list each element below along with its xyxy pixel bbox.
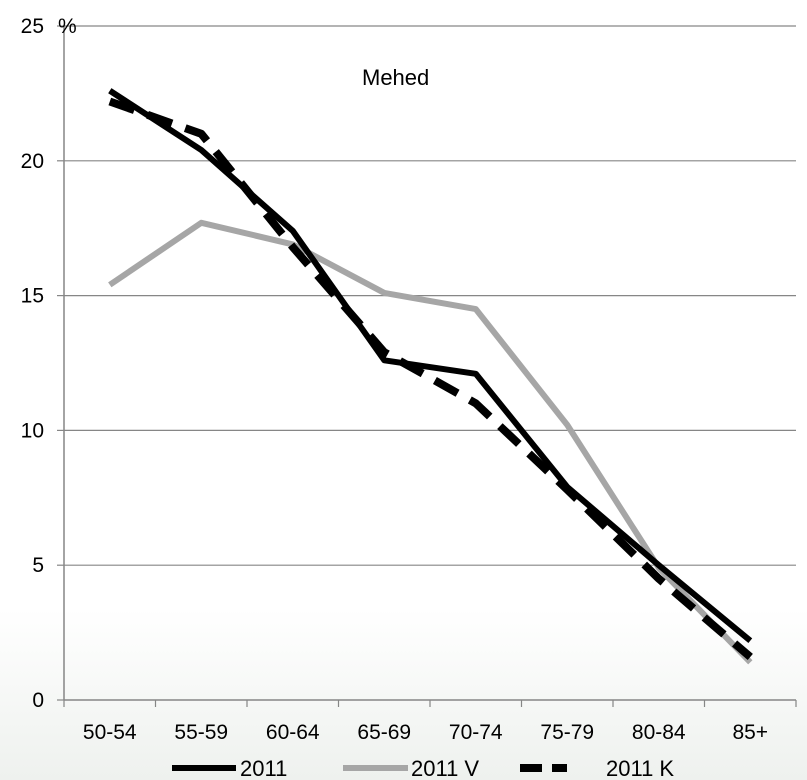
series-line-2011-k (108, 97, 753, 660)
series-line-2011 (108, 88, 753, 644)
y-tick-label: 10 (21, 419, 44, 442)
legend: 2011 2011 V 2011 K (172, 756, 674, 780)
y-tick-label: 0 (32, 689, 44, 712)
legend-label: 2011 V (411, 756, 479, 780)
y-axis-label: % (58, 15, 77, 38)
x-tick-label: 60-64 (266, 721, 320, 744)
x-tick-label: 55-59 (174, 721, 228, 744)
gridlines (64, 25, 796, 566)
x-tick-label: 70-74 (449, 721, 503, 744)
y-axis-ticks: 0 5 10 15 20 25 (21, 15, 64, 712)
series-line-2011-v (108, 219, 753, 665)
x-tick-label: 50-54 (83, 721, 137, 744)
legend-label: 2011 (240, 756, 287, 780)
x-tick-label: 65-69 (357, 721, 411, 744)
x-axis-ticks: 50-54 55-59 60-64 65-69 70-74 75-79 80-84 85+ (63, 700, 797, 744)
y-tick-label: 25 (21, 15, 44, 38)
x-tick-label: 80-84 (632, 721, 686, 744)
chart-title: Mehed (362, 65, 429, 90)
x-tick-label: 75-79 (540, 721, 594, 744)
y-tick-label: 5 (32, 554, 44, 577)
y-tick-label: 20 (21, 150, 44, 173)
y-tick-label: 15 (21, 285, 44, 308)
series-layer (108, 88, 753, 665)
legend-label: 2011 K (606, 756, 674, 780)
x-tick-label: 85+ (732, 721, 768, 744)
